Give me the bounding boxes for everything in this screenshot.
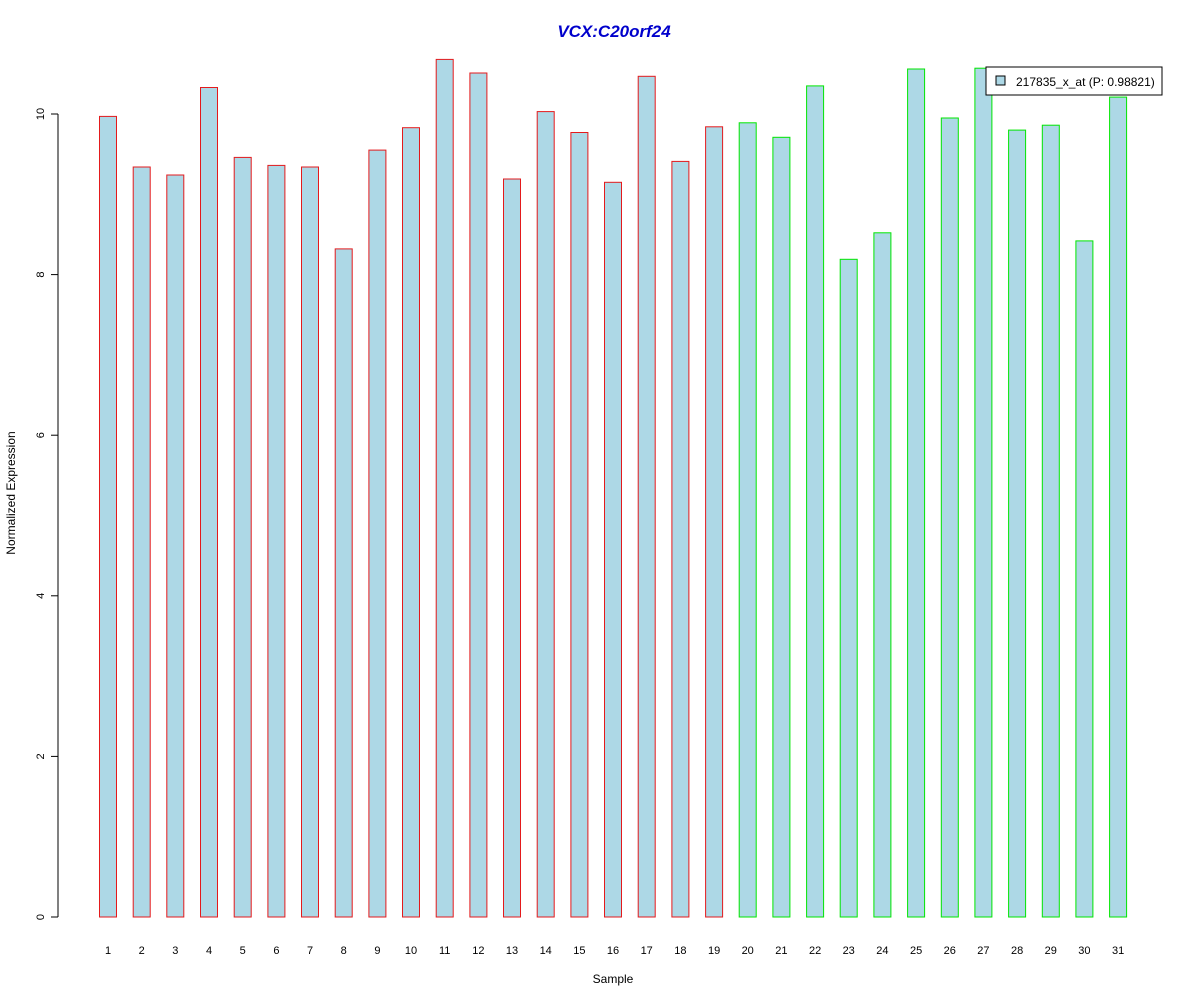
x-tick-label: 16: [607, 945, 619, 957]
bar-sample-19: [705, 126, 724, 918]
bar-sample-21: [772, 136, 791, 918]
x-tick-label: 23: [843, 945, 855, 957]
bar-sample-3: [166, 174, 185, 918]
bar-sample-1: [99, 115, 117, 918]
chart-title: VCX:C20orf24: [557, 22, 671, 41]
x-tick-label: 25: [910, 945, 922, 957]
bar-sample-17: [637, 75, 656, 918]
y-tick-label: 4: [35, 593, 47, 599]
x-tick-label: 10: [405, 945, 417, 957]
x-tick-label: 24: [876, 945, 888, 957]
x-tick-label: 11: [439, 945, 450, 957]
x-tick-label: 1: [105, 945, 111, 957]
bar-sample-7: [301, 166, 319, 918]
bar-sample-29: [1041, 124, 1060, 918]
bar-sample-12: [469, 72, 488, 918]
x-tick-label: 20: [742, 945, 754, 957]
legend: 217835_x_at (P: 0.98821): [985, 66, 1163, 96]
bar-sample-25: [907, 68, 926, 918]
x-tick-label: 17: [641, 945, 653, 957]
bar-sample-26: [940, 117, 959, 918]
y-axis-label: Normalized Expression: [4, 431, 18, 554]
bar-sample-24: [873, 232, 892, 918]
x-tick-label: 7: [307, 945, 313, 957]
x-tick-label: 18: [674, 945, 686, 957]
x-tick-label: 6: [273, 945, 279, 957]
x-tick-label: 14: [540, 945, 552, 957]
bar-sample-30: [1075, 240, 1094, 918]
x-tick-label: 15: [573, 945, 585, 957]
legend-label: 217835_x_at (P: 0.98821): [1016, 75, 1155, 89]
x-tick-label: 28: [1011, 945, 1023, 957]
x-tick-label: 8: [341, 945, 347, 957]
bar-sample-16: [604, 181, 622, 918]
x-tick-label: 29: [1045, 945, 1057, 957]
x-tick-label: 5: [240, 945, 246, 957]
bar-sample-20: [738, 122, 757, 918]
y-tick-label: 0: [35, 914, 47, 920]
bar-sample-27: [974, 67, 993, 918]
bar-sample-15: [570, 132, 589, 918]
x-tick-label: 31: [1112, 945, 1124, 957]
bar-sample-10: [402, 127, 420, 918]
x-tick-label: 13: [506, 945, 518, 957]
legend-swatch: [995, 75, 1006, 86]
bar-sample-2: [132, 166, 151, 918]
bar-sample-31: [1109, 96, 1128, 918]
bar-sample-11: [435, 58, 454, 918]
bar-sample-4: [200, 87, 218, 918]
bar-sample-6: [267, 164, 286, 918]
bar-sample-14: [536, 111, 555, 918]
bars-group: [99, 58, 1128, 918]
bar-sample-9: [368, 149, 387, 918]
x-tick-label: 22: [809, 945, 821, 957]
x-axis-label: Sample: [593, 972, 634, 986]
x-tick-label: 9: [374, 945, 380, 957]
x-tick-label: 2: [139, 945, 145, 957]
x-tick-label: 21: [775, 945, 787, 957]
y-tick-label: 6: [35, 432, 47, 438]
y-tick-label: 10: [35, 108, 47, 120]
y-tick-label: 2: [35, 753, 47, 759]
bar-sample-8: [334, 248, 353, 918]
x-tick-label: 4: [206, 945, 212, 957]
x-tick-label: 12: [472, 945, 484, 957]
bar-sample-28: [1008, 129, 1027, 918]
bar-sample-23: [839, 258, 858, 918]
bar-sample-13: [503, 178, 521, 918]
legend-box: [985, 66, 1163, 96]
x-tick-label: 3: [172, 945, 178, 957]
x-axis: 1 2 3 4 5 6 7 8 9 10 11 12 13 14 15 16 17 18 19 20 21 22 23 24 2…: [105, 945, 1124, 957]
bar-sample-5: [233, 156, 252, 918]
x-tick-label: 26: [944, 945, 956, 957]
bar-sample-22: [806, 85, 825, 918]
x-tick-label: 27: [977, 945, 989, 957]
x-tick-label: 19: [708, 945, 720, 957]
y-axis: 0 2 4 6 8 10: [35, 108, 59, 920]
bar-sample-18: [671, 160, 690, 918]
y-tick-label: 8: [35, 272, 47, 278]
x-tick-label: 30: [1078, 945, 1090, 957]
